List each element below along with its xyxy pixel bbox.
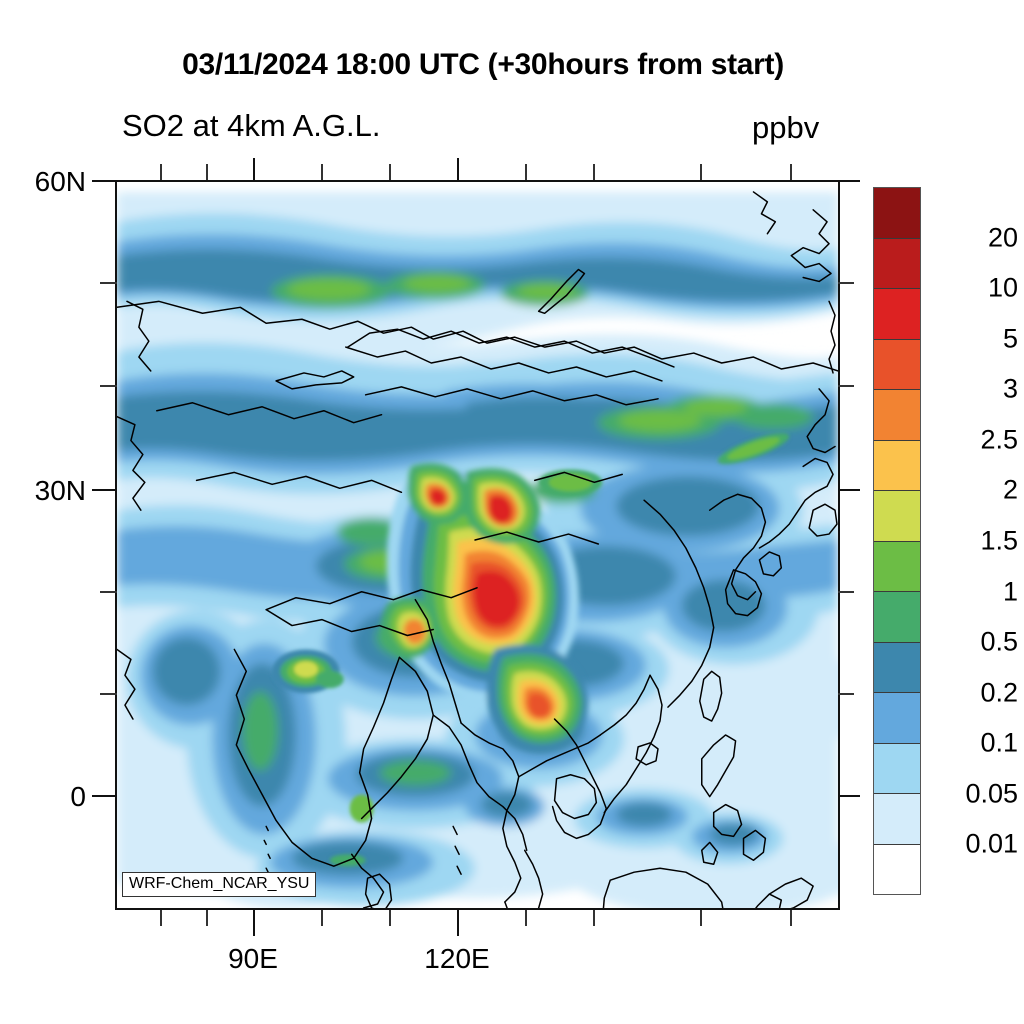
colorbar-label-0.01: 0.01 (965, 828, 1018, 859)
tick-left-0 (92, 795, 117, 797)
colorbar-label-3: 3 (1002, 373, 1018, 404)
tick-right-10N (838, 693, 854, 695)
colorbar-band-0 (874, 188, 920, 239)
tick-top-100E (321, 164, 323, 180)
colorbar-band-9 (874, 642, 920, 693)
axis-label-30N: 30N (34, 475, 86, 506)
tick-right-20N (838, 591, 854, 593)
colorbar-label-10: 10 (987, 272, 1018, 303)
tick-top-120E (457, 158, 459, 180)
colorbar-band-4 (874, 390, 920, 441)
axis-label-120E: 120E (424, 943, 490, 974)
tick-top-right-2 (790, 164, 792, 180)
map-plot-area (115, 180, 840, 910)
colorbar-band-10 (874, 693, 920, 744)
colorbar-band-7 (874, 541, 920, 592)
colorbar-band-3 (874, 339, 920, 390)
tick-top-140E (593, 164, 595, 180)
colorbar-band-6 (874, 491, 920, 542)
tick-left-20N (100, 591, 117, 593)
tick-top-130E (525, 164, 527, 180)
colorbar-band-1 (874, 238, 920, 289)
subtitle-variable-level: SO2 at 4km A.G.L. (122, 108, 381, 143)
tick-top-90E (253, 158, 255, 180)
tick-left-50N (100, 282, 117, 284)
colorbar-label-0.2: 0.2 (980, 677, 1018, 708)
tick-top-right-1 (700, 164, 702, 180)
tick-left-60N (92, 180, 117, 182)
colorbar-label-0.05: 0.05 (965, 778, 1018, 809)
tick-right-40N (838, 385, 854, 387)
tick-bottom-100E (321, 910, 323, 926)
tick-top-80E (206, 164, 208, 180)
tick-left-30N (92, 489, 117, 491)
colorbar-label-1.5: 1.5 (980, 525, 1018, 556)
colorbar-band-5 (874, 440, 920, 491)
tick-right-0 (838, 795, 860, 797)
tick-bottom-140E (593, 910, 595, 926)
axis-label-0: 0 (70, 781, 86, 812)
colorbar-label-5: 5 (1002, 323, 1018, 354)
colorbar-label-0.1: 0.1 (980, 727, 1018, 758)
colorbar-label-1: 1 (1002, 576, 1018, 607)
tick-bottom-110E (389, 910, 391, 926)
page-title: 03/11/2024 18:00 UTC (+30hours from star… (182, 48, 784, 81)
colorbar-label-2: 2 (1002, 474, 1018, 505)
units-label: ppbv (752, 110, 820, 145)
so2-concentration-map (117, 182, 838, 908)
colorbar-band-12 (874, 794, 920, 845)
tick-top-70E (160, 164, 162, 180)
tick-right-60N (838, 180, 860, 182)
tick-bottom-70E (160, 910, 162, 926)
colorbar (873, 187, 921, 895)
colorbar-label-20: 20 (987, 222, 1018, 253)
axis-label-60N: 60N (34, 166, 86, 197)
tick-top-110E (389, 164, 391, 180)
colorbar-band-11 (874, 743, 920, 794)
tick-bottom-80E (206, 910, 208, 926)
tick-left-40N (100, 385, 117, 387)
colorbar-band-2 (874, 289, 920, 340)
tick-bottom-90E (253, 910, 255, 936)
colorbar-band-8 (874, 592, 920, 643)
colorbar-labels: 20 10 5 3 2.5 2 1.5 1 0.5 0.2 0.1 0.05 0.01 (925, 187, 1020, 895)
tick-right-50N (838, 282, 854, 284)
tick-left-10N (100, 693, 117, 695)
colorbar-band-13 (874, 844, 920, 894)
tick-bottom-120E (457, 910, 459, 936)
tick-bottom-130E (525, 910, 527, 926)
colorbar-label-0.5: 0.5 (980, 626, 1018, 657)
model-attribution-tag: WRF-Chem_NCAR_YSU (122, 872, 317, 897)
tick-bottom-right-2 (790, 910, 792, 926)
tick-right-30N (838, 489, 860, 491)
colorbar-label-2.5: 2.5 (980, 424, 1018, 455)
axis-label-90E: 90E (228, 943, 278, 974)
tick-bottom-right-1 (700, 910, 702, 926)
